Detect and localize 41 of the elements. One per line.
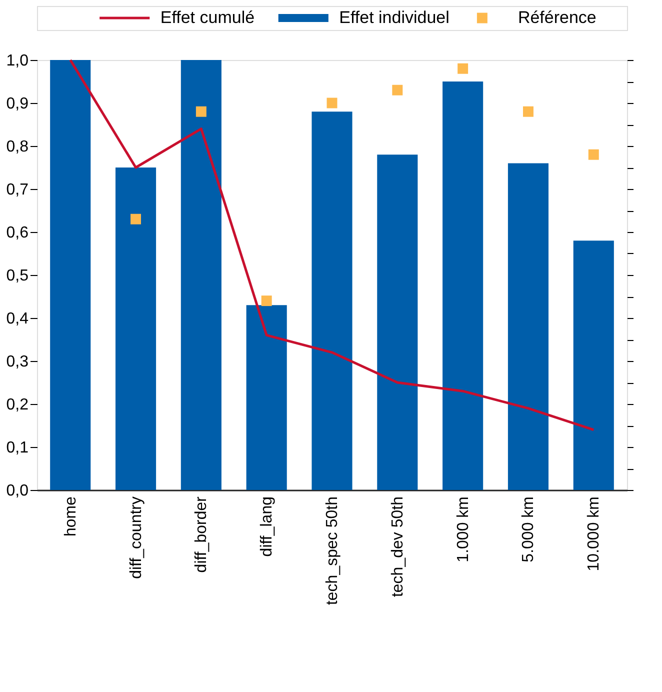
point — [196, 106, 206, 117]
x-tick-label: 1.000 km — [454, 496, 472, 562]
bar — [573, 240, 614, 490]
x-tick-label: diff_country — [128, 496, 145, 579]
bar — [115, 168, 156, 490]
point — [261, 296, 272, 306]
line-series — [69, 58, 595, 432]
y-tick-label: 0,2 — [6, 396, 29, 414]
bar — [377, 154, 418, 490]
point — [392, 84, 403, 96]
legend-label: Référence — [518, 8, 596, 27]
x-tick-label: tech_spec 50th — [324, 496, 341, 606]
x-tick-label: diff_border — [193, 496, 210, 573]
point — [130, 214, 142, 224]
y-tick-label: 0,6 — [6, 224, 29, 242]
y-tick-label: 1,0 — [6, 52, 29, 70]
bar — [50, 60, 91, 490]
bar — [312, 112, 352, 490]
y-tick-label: 0,4 — [6, 310, 29, 328]
legend-label: Effet individuel — [339, 8, 450, 27]
y-tick-label: 0,8 — [6, 138, 29, 156]
point — [588, 149, 599, 160]
x-tick-label: 10.000 km — [586, 496, 603, 572]
y-tick-label: 0,9 — [6, 96, 29, 112]
y-tick-label: 0,5 — [6, 268, 29, 284]
bar — [246, 305, 287, 490]
bar — [508, 163, 549, 490]
x-tick-label: home — [62, 496, 80, 537]
y-tick-label: 0,1 — [6, 440, 29, 456]
legend-label: Effet cumulé — [160, 8, 255, 27]
x-tick-label: tech_dev 50th — [389, 496, 406, 598]
point — [522, 106, 534, 117]
point — [458, 63, 468, 74]
x-tick-label: 5.000 km — [520, 496, 538, 562]
y-tick-label: 0,3 — [6, 354, 29, 370]
bar — [180, 60, 222, 490]
y-tick-label: 0,0 — [6, 482, 29, 500]
bar — [442, 82, 484, 490]
y-tick-label: 0,7 — [6, 182, 29, 198]
x-tick-label: diff_lang — [258, 496, 276, 557]
point — [326, 98, 338, 108]
